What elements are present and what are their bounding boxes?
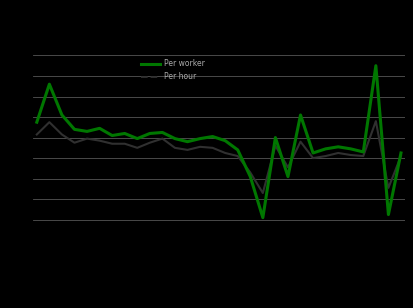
Legend: Per worker, Per hour: Per worker, Per hour [141,59,205,81]
